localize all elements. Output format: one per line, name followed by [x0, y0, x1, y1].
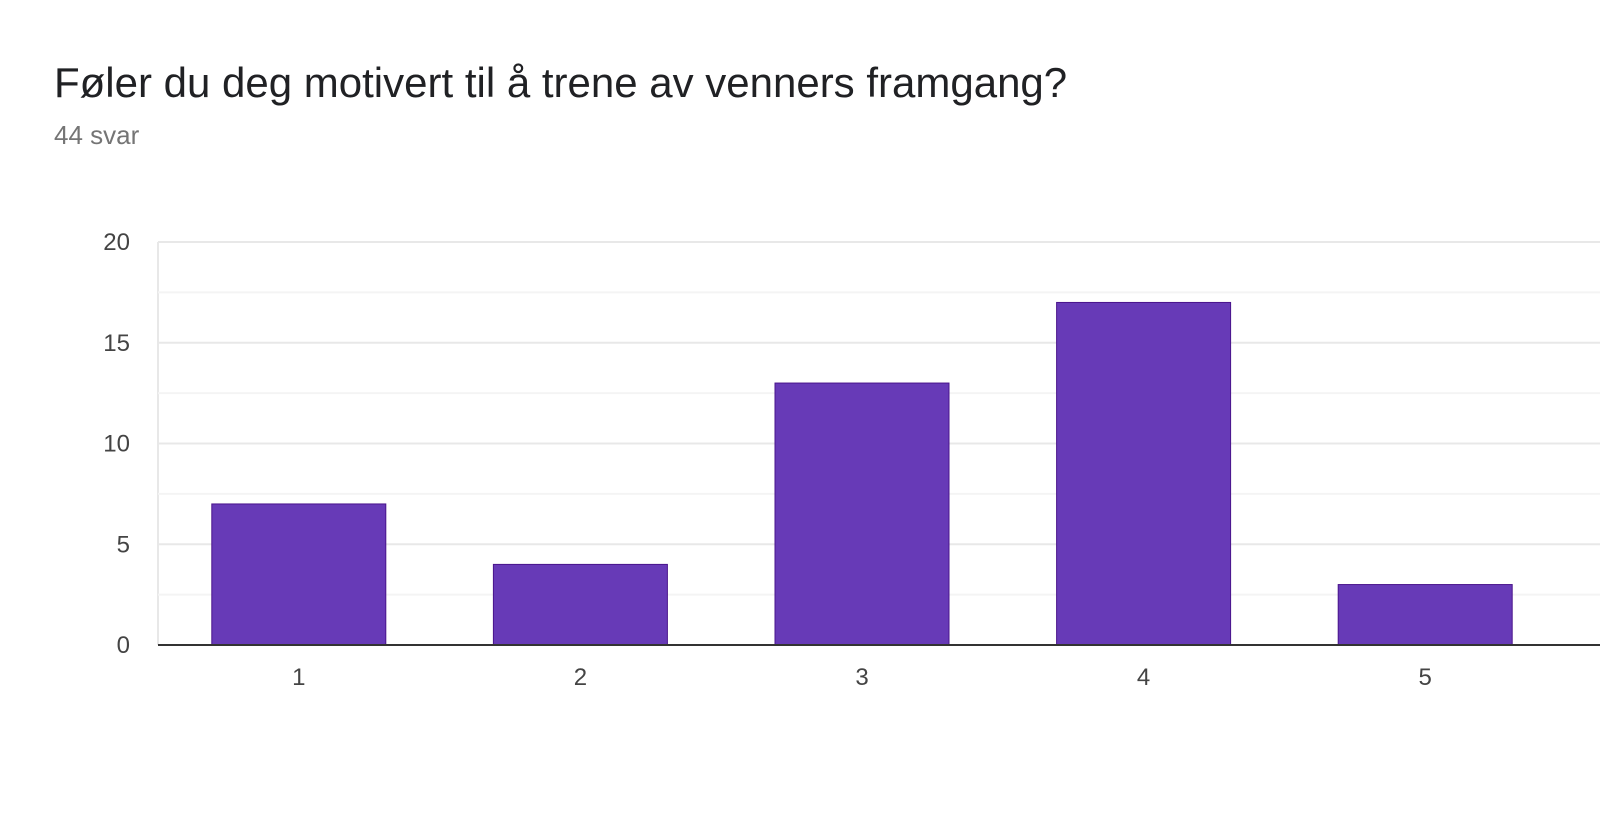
y-axis-labels: 0 5 10 15 20: [103, 229, 130, 659]
y-tick-label: 10: [103, 431, 130, 458]
x-axis-labels: 1 2 3 4 5: [292, 664, 1432, 691]
x-tick-label-2: 2: [574, 664, 587, 691]
y-tick-label: 5: [117, 531, 130, 558]
x-tick-label-3: 3: [855, 664, 868, 691]
bar-3: [774, 382, 950, 646]
x-tick-label-5: 5: [1419, 664, 1432, 691]
bar-4: [1056, 301, 1232, 646]
x-tick-label-4: 4: [1137, 664, 1150, 691]
bar-5: [1337, 584, 1513, 646]
bar-1: [211, 503, 387, 646]
y-tick-label: 15: [103, 330, 130, 357]
y-tick-label: 20: [103, 229, 130, 256]
response-count: 44 svar: [54, 120, 140, 150]
chart-title: Føler du deg motivert til å trene av ven…: [54, 59, 1068, 106]
bar-2: [492, 563, 668, 646]
bars: [211, 301, 1513, 646]
x-tick-label-1: 1: [292, 664, 305, 691]
y-tick-label: 0: [117, 632, 130, 659]
